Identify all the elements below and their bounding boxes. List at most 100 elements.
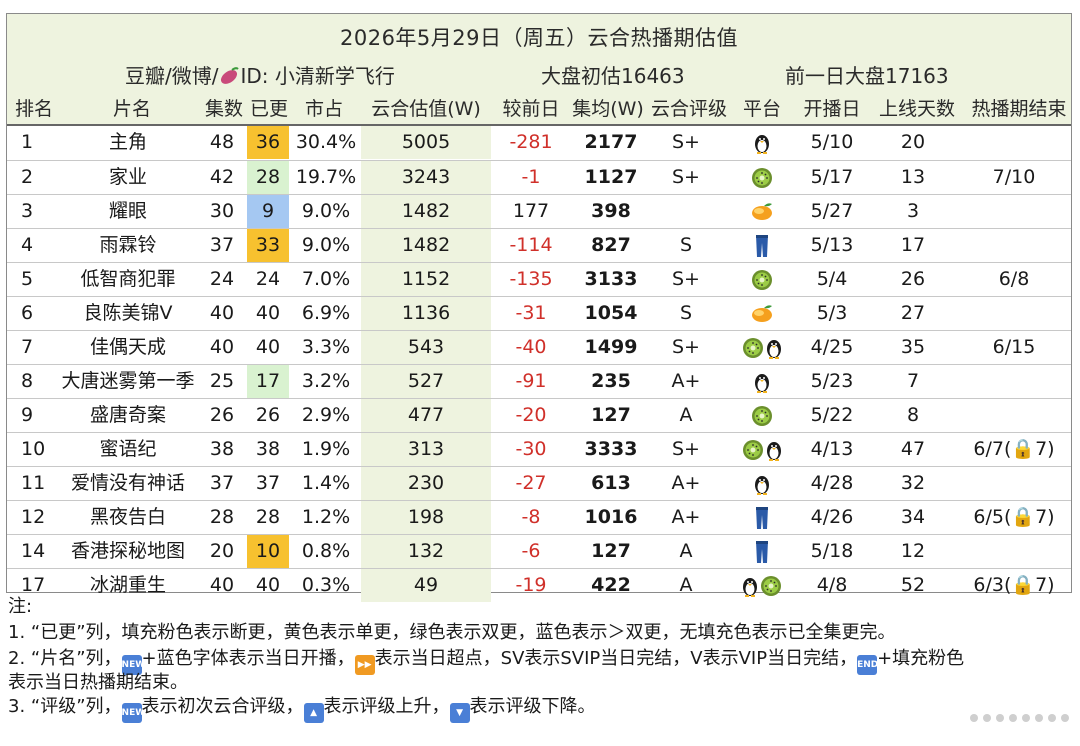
rank-cell: 10 [21,438,46,460]
aired-cell: 33 [247,229,289,262]
episodes-cell: 30 [209,200,235,222]
start-date-cell: 5/4 [816,268,848,290]
table-row: 5 低智商犯罪 24 24 7.0% 1152 -135 3133 S+ 5/4 26 6/8 [7,262,1071,296]
value-cell: 230 [361,467,491,500]
aired-cell: 9 [247,195,289,228]
value-cell: 477 [361,399,491,432]
title-cell: 主角 [108,131,147,153]
arrow-up-icon: ▲ [303,703,324,723]
episodes-cell: 28 [209,506,235,528]
mango-icon [750,302,774,324]
diff-cell: -40 [515,336,547,358]
title-cell: 黑夜告白 [89,506,166,528]
rating-cell: A [679,404,693,426]
start-date-cell: 4/26 [810,506,854,528]
platform-cell [727,195,797,228]
platform-cell [727,433,797,466]
rating-cell: S+ [672,131,700,153]
value-cell: 3243 [361,161,491,194]
mango-icon [750,200,774,222]
value-cell: 1136 [361,297,491,330]
rating-cell: S+ [672,336,700,358]
end-date-cell: 6/5(🔒7) [973,506,1055,528]
rating-cell: S+ [672,268,700,290]
start-date-cell: 5/10 [810,131,854,153]
rank-cell: 4 [21,234,34,256]
table-row: 1 主角 48 36 30.4% 5005 -281 2177 S+ 5/10 20 [7,126,1071,160]
rating-cell [651,195,721,228]
diff-cell: -19 [515,574,547,596]
rank-cell: 8 [21,370,34,392]
aired-cell: 40 [255,336,281,358]
platform-cell [727,399,797,432]
share-cell: 1.2% [301,506,351,528]
end-date-cell: 7/10 [992,166,1036,188]
diff-cell: -30 [515,438,547,460]
rating-cell: S+ [672,438,700,460]
end-date-cell [957,126,1071,159]
share-cell: 0.3% [301,574,351,596]
avg-cell: 398 [591,200,631,222]
days-cell: 47 [900,438,926,460]
diff-cell: -8 [521,506,541,528]
jeans-icon [755,234,769,257]
table-row: 14 香港探秘地图 20 10 0.8% 132 -6 127 A 5/18 12 [7,534,1071,568]
value-cell: 1482 [361,229,491,262]
col-avg: 集均(W) [572,98,644,120]
end-date-cell: 6/8 [998,268,1030,290]
episodes-cell: 26 [209,404,235,426]
episodes-cell: 40 [209,336,235,358]
col-rank: 排名 [15,98,54,120]
note-3-part-4: 表示评级下降。 [469,696,596,717]
start-date-cell: 5/17 [810,166,854,188]
source-prefix: 豆瓣/微博/ [125,64,219,88]
start-date-cell: 4/28 [810,472,854,494]
kiwi-icon [751,166,773,188]
start-date-cell: 5/18 [810,540,854,562]
platform-cell [727,126,797,159]
days-cell: 13 [900,166,926,188]
fast-forward-icon: ▶▶ [354,655,375,675]
col-days: 上线天数 [878,98,955,120]
title-cell: 蜜语纪 [99,438,157,460]
note-2-part-4: +填充粉色 [877,648,965,669]
rank-cell: 9 [21,404,34,426]
note-2-part-3: 表示当日超点，SV表示SVIP当日完结，V表示VIP当日完结， [374,648,858,669]
page-title: 2026年5月29日（周五）云合热播期估值 [339,26,739,50]
episodes-cell: 24 [209,268,235,290]
start-date-cell: 5/13 [810,234,854,256]
share-cell: 30.4% [295,131,357,153]
rank-cell: 12 [21,506,46,528]
platform-cell [727,569,797,602]
title-cell: 低智商犯罪 [80,268,176,290]
avg-cell: 613 [591,472,631,494]
days-cell: 20 [900,131,926,153]
value-cell: 1152 [361,263,491,296]
column-header-band [7,91,1071,124]
diff-cell: -27 [515,472,547,494]
episodes-cell: 38 [209,438,235,460]
start-date-cell: 4/13 [810,438,854,460]
rating-cell: S+ [672,166,700,188]
share-cell: 9.0% [301,200,351,222]
aired-cell: 26 [255,404,281,426]
aired-cell: 37 [255,472,281,494]
rating-cell: A+ [671,472,701,494]
rank-cell: 14 [21,540,46,562]
end-date-cell [957,229,1071,262]
rank-cell: 17 [21,574,46,596]
aired-cell: 24 [255,268,281,290]
days-cell: 17 [900,234,926,256]
avg-cell: 2177 [584,131,638,153]
aired-cell: 40 [255,574,281,596]
episodes-cell: 37 [209,472,235,494]
title-cell: 耀眼 [108,200,147,222]
col-platform: 平台 [742,98,781,120]
platform-cell [727,535,797,568]
kiwi-icon [751,268,773,290]
note-3: 3. “评级”列，NEW表示初次云合评级， ▲ 表示评级上升， ▼ 表示评级下降。 [8,694,596,723]
days-cell: 3 [906,200,920,222]
title-band [7,14,1071,59]
avg-cell: 1054 [584,302,638,324]
penguin-icon [742,574,758,597]
